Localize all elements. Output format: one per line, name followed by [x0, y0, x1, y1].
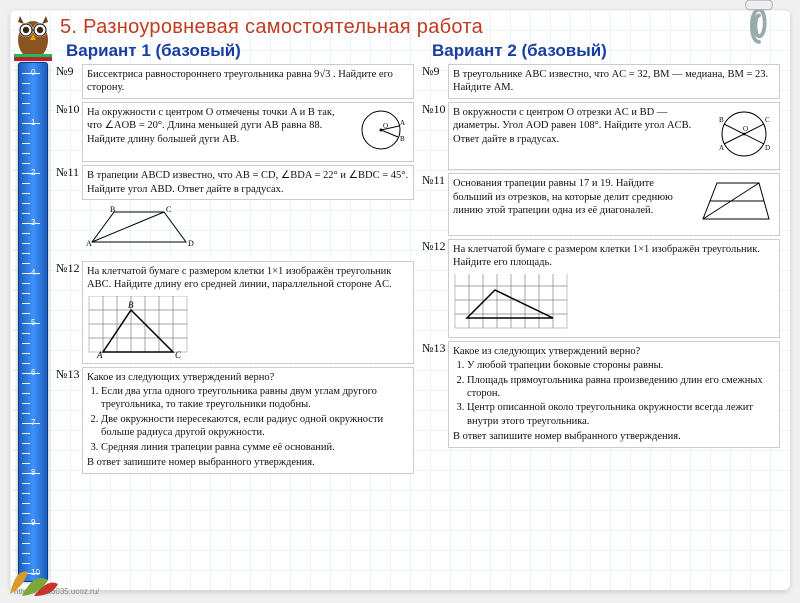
task-text: В трапеции ABCD известно, что AB = CD, ∠… — [87, 169, 409, 196]
svg-text:D: D — [765, 144, 770, 152]
v1-task-11: №11 В трапеции ABCD известно, что AB = C… — [54, 165, 414, 200]
task-label: №12 — [420, 239, 448, 254]
task-text: На окружности с центром O отмечены точки… — [87, 106, 349, 158]
task-label: №10 — [54, 102, 82, 117]
answer-option: Центр описанной около треугольника окруж… — [467, 401, 775, 428]
v1-task-13: №13 Какое из следующих утверждений верно… — [54, 367, 414, 474]
svg-text:C: C — [765, 116, 770, 124]
variant-1-column: Вариант 1 (базовый) №9 Биссектриса равно… — [54, 41, 414, 586]
svg-text:A: A — [719, 144, 724, 152]
svg-text:B: B — [400, 135, 405, 143]
svg-text:O: O — [383, 122, 388, 130]
columns: Вариант 1 (базовый) №9 Биссектриса равно… — [54, 41, 780, 586]
content-area: 5. Разноуровневая самостоятельная работа… — [54, 14, 780, 586]
v1-task-9: №9 Биссектриса равностороннего треугольн… — [54, 64, 414, 99]
task-text: Основания трапеции равны 17 и 19. Найдит… — [453, 177, 693, 231]
task-text: Какое из следующих утверждений верно? — [453, 345, 775, 358]
task-text: Биссектриса равностороннего треугольника… — [87, 68, 409, 95]
answer-option: Средняя линия трапеции равна сумме её ос… — [101, 441, 409, 454]
trapezoid-midline-figure — [697, 177, 775, 231]
svg-text:C: C — [175, 350, 182, 360]
svg-text:B: B — [110, 206, 115, 214]
v2-task-11: №11 Основания трапеции равны 17 и 19. На… — [420, 173, 780, 235]
svg-text:A: A — [86, 239, 92, 248]
task-label: №13 — [420, 341, 448, 356]
task-text: На клетчатой бумаге с размером клетки 1×… — [453, 243, 775, 270]
svg-text:B: B — [128, 300, 134, 310]
grid-triangle-figure: A B C — [87, 296, 195, 360]
answer-option: У любой трапеции боковые стороны равны. — [467, 359, 775, 372]
task-label: №10 — [420, 102, 448, 117]
task-text: На клетчатой бумаге с размером клетки 1×… — [87, 265, 409, 292]
v1-task-11-figure-row: B C A D — [54, 203, 414, 257]
svg-text:D: D — [188, 239, 194, 248]
task-text: В окружности с центром O отрезки AC и BD… — [453, 106, 709, 166]
v2-task-13: №13 Какое из следующих утверждений верно… — [420, 341, 780, 448]
task-label: №12 — [54, 261, 82, 276]
v2-task-9: №9 В треугольнике ABC известно, что AC =… — [420, 64, 780, 99]
trapezoid-figure: B C A D — [86, 206, 196, 254]
ruler-decoration: // ticks populated below after data pars… — [18, 62, 48, 582]
variant-1-heading: Вариант 1 (базовый) — [66, 41, 414, 61]
v1-task-12: №12 На клетчатой бумаге с размером клетк… — [54, 261, 414, 364]
page-title: 5. Разноуровневая самостоятельная работа — [60, 16, 780, 39]
task-label: №11 — [420, 173, 448, 188]
svg-text:C: C — [166, 206, 171, 214]
v2-task-10: №10 В окружности с центром O отрезки AC … — [420, 102, 780, 170]
task-label: №11 — [54, 165, 82, 180]
svg-text:A: A — [400, 119, 405, 127]
owl-illustration — [12, 12, 54, 62]
answer-options: У любой трапеции боковые стороны равны. … — [453, 359, 775, 428]
task-tail: В ответ запишите номер выбранного утверж… — [453, 430, 775, 443]
task-text: Какое из следующих утверждений верно? — [87, 371, 409, 384]
v1-task-10: №10 На окружности с центром O отмечены т… — [54, 102, 414, 162]
svg-text:B: B — [719, 116, 724, 124]
circle-diameters-figure: O B C A D — [713, 106, 775, 166]
circle-figure: O A B — [353, 106, 409, 158]
svg-text:A: A — [96, 350, 103, 360]
answer-option: Если два угла одного треугольника равны … — [101, 385, 409, 412]
answer-options: Если два угла одного треугольника равны … — [87, 385, 409, 454]
answer-option: Площадь прямоугольника равна произведени… — [467, 374, 775, 401]
svg-text:O: O — [743, 125, 748, 133]
task-label: №9 — [54, 64, 82, 79]
task-label: №9 — [420, 64, 448, 79]
paperclip-icon — [740, 0, 778, 46]
task-text: В треугольнике ABC известно, что AC = 32… — [453, 68, 775, 95]
task-tail: В ответ запишите номер выбранного утверж… — [87, 456, 409, 469]
grid-triangle-figure — [453, 274, 573, 334]
answer-option: Две окружности пересекаются, если радиус… — [101, 413, 409, 440]
v2-task-12: №12 На клетчатой бумаге с размером клетк… — [420, 239, 780, 338]
task-label: №13 — [54, 367, 82, 382]
variant-2-column: Вариант 2 (базовый) №9 В треугольнике AB… — [420, 41, 780, 586]
variant-2-heading: Вариант 2 (базовый) — [432, 41, 780, 61]
leaves-decoration — [4, 554, 60, 598]
